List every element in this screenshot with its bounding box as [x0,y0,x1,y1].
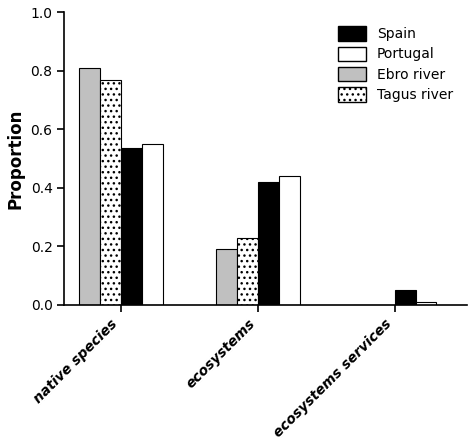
Bar [100,80,121,305]
Bar [216,249,237,305]
Y-axis label: Proportion: Proportion [7,109,25,209]
Bar [279,176,300,305]
Bar [416,302,437,305]
Bar [142,144,163,305]
Bar [237,238,258,305]
Bar [394,290,416,305]
Bar [79,68,100,305]
Legend: Spain, Portugal, Ebro river, Tagus river: Spain, Portugal, Ebro river, Tagus river [331,19,460,109]
Bar [258,182,279,305]
Bar [121,148,142,305]
